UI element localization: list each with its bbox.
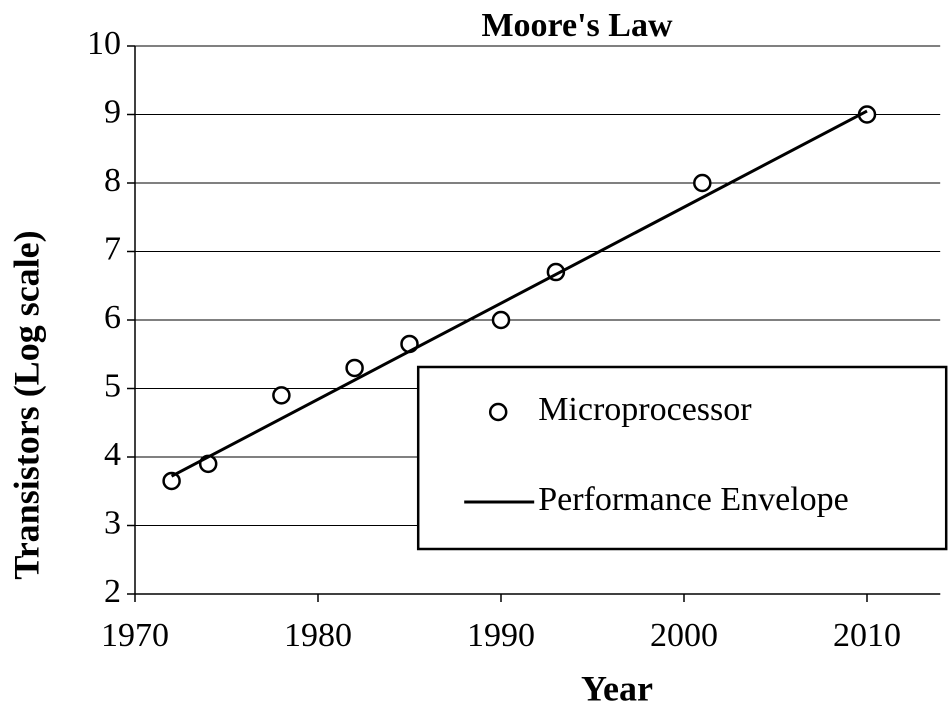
- x-tick-label: 2010: [833, 617, 901, 654]
- x-tick-label: 2000: [650, 617, 718, 654]
- x-axis-label: Year: [581, 668, 653, 708]
- data-point: [693, 173, 712, 193]
- legend-marker: [488, 402, 508, 422]
- y-tick-label: 3: [104, 504, 121, 541]
- data-point: [272, 386, 291, 405]
- y-tick-label: 10: [87, 25, 121, 62]
- y-axis-label: Transistors (Log scale): [6, 230, 46, 579]
- trend-line: [170, 109, 868, 478]
- legend-label: Performance Envelope: [538, 481, 849, 518]
- y-tick-label: 5: [104, 367, 121, 404]
- y-tick-label: 9: [104, 93, 121, 130]
- legend-box: [416, 365, 948, 551]
- chart-title: Moore's Law: [481, 7, 673, 44]
- x-tick-label: 1980: [284, 617, 352, 654]
- legend-label: Microprocessor: [538, 391, 752, 428]
- y-tick-label: 4: [104, 436, 121, 473]
- y-tick-label: 2: [104, 573, 121, 610]
- y-tick-label: 7: [104, 230, 121, 267]
- y-tick-label: 6: [104, 299, 121, 336]
- x-tick-label: 1970: [101, 617, 169, 654]
- x-tick-label: 1990: [467, 617, 535, 654]
- y-tick-label: 8: [104, 162, 121, 199]
- data-point: [162, 471, 181, 491]
- data-point: [491, 310, 511, 330]
- data-point: [345, 358, 364, 378]
